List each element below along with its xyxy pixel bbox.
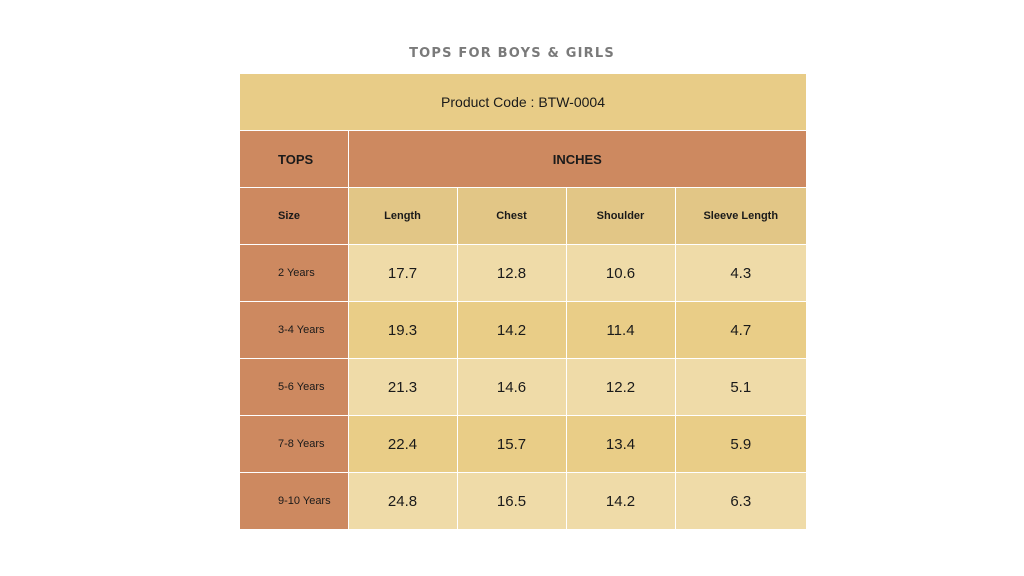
row-size-label: 2 Years: [240, 244, 349, 302]
row-size-label: 5-6 Years: [240, 358, 349, 416]
sleeve-length-value: 5.1: [674, 358, 807, 416]
table-row: 3-4 Years 19.3 14.2 11.4 4.7: [240, 301, 807, 359]
sleeve-length-value: 4.7: [674, 301, 807, 359]
row-size-label: 9-10 Years: [240, 472, 349, 529]
sleeve-length-value: 6.3: [674, 472, 807, 529]
row-size-label: 7-8 Years: [240, 415, 349, 473]
column-header-row: Size Length Chest Shoulder Sleeve Length: [240, 187, 807, 245]
length-value: 22.4: [347, 415, 458, 473]
chest-value: 14.6: [456, 358, 567, 416]
chest-value: 15.7: [456, 415, 567, 473]
length-value: 21.3: [347, 358, 458, 416]
table-row: 9-10 Years 24.8 16.5 14.2 6.3: [240, 472, 807, 529]
table-row: 2 Years 17.7 12.8 10.6 4.3: [240, 244, 807, 302]
column-header-chest: Chest: [456, 187, 567, 245]
table-row: 5-6 Years 21.3 14.6 12.2 5.1: [240, 358, 807, 416]
chest-value: 12.8: [456, 244, 567, 302]
column-header-length: Length: [347, 187, 458, 245]
page-title: TOPS FOR BOYS & GIRLS: [409, 46, 615, 61]
sleeve-length-value: 5.9: [674, 415, 807, 473]
shoulder-value: 10.6: [565, 244, 676, 302]
size-chart-table: Product Code : BTW-0004 TOPS INCHES Size…: [240, 74, 807, 529]
shoulder-value: 11.4: [565, 301, 676, 359]
length-value: 24.8: [347, 472, 458, 529]
inches-header: INCHES: [347, 130, 807, 188]
tops-header: TOPS: [240, 130, 349, 188]
chest-value: 16.5: [456, 472, 567, 529]
product-code: Product Code : BTW-0004: [240, 74, 807, 131]
length-value: 17.7: [347, 244, 458, 302]
column-header-sleeve-length: Sleeve Length: [674, 187, 807, 245]
group-header-row: TOPS INCHES: [240, 130, 807, 188]
product-code-row: Product Code : BTW-0004: [240, 74, 807, 131]
column-header-size: Size: [240, 187, 349, 245]
sleeve-length-value: 4.3: [674, 244, 807, 302]
shoulder-value: 13.4: [565, 415, 676, 473]
chest-value: 14.2: [456, 301, 567, 359]
length-value: 19.3: [347, 301, 458, 359]
table-row: 7-8 Years 22.4 15.7 13.4 5.9: [240, 415, 807, 473]
shoulder-value: 12.2: [565, 358, 676, 416]
column-header-shoulder: Shoulder: [565, 187, 676, 245]
shoulder-value: 14.2: [565, 472, 676, 529]
row-size-label: 3-4 Years: [240, 301, 349, 359]
